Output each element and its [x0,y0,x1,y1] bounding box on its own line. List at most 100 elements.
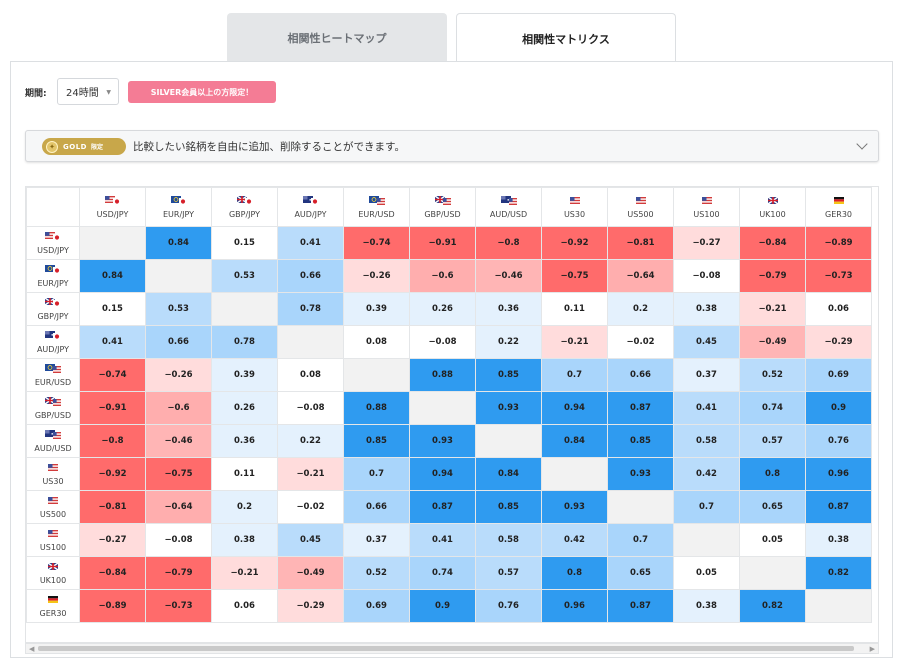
correlation-cell: 0.39 [211,358,278,392]
correlation-cell: 0.38 [805,523,872,557]
correlation-cell: 0.41 [409,523,476,557]
correlation-cell: −0.79 [739,259,806,293]
correlation-cell: −0.8 [79,424,146,458]
diagonal-cell [673,523,740,557]
correlation-cell: 0.94 [409,457,476,491]
gold-bar-text: 比較したい銘柄を自由に追加、削除することができます。 [133,141,405,153]
correlation-cell: 0.65 [607,556,674,590]
flag-icon [302,195,319,205]
matrix-row: UK100 −0.84 −0.79 −0.21 −0.49 0.52 0.74 0.57 0.8… [26,556,872,590]
correlation-cell: 0.87 [409,490,476,524]
correlation-cell: 0.38 [673,292,740,326]
correlation-cell: 0.52 [739,358,806,392]
gold-coin-icon: ✦ [46,140,58,153]
correlation-cell: −0.21 [541,325,608,359]
symbol-label: GBP/USD [424,209,461,219]
correlation-cell: −0.02 [607,325,674,359]
flag-icon [45,396,61,406]
flag-icon [48,496,58,504]
correlation-cell: 0.7 [673,490,740,524]
correlation-cell: 0.41 [673,391,740,425]
chevron-down-icon[interactable] [856,138,868,150]
diagonal-cell [145,259,212,293]
correlation-cell: 0.7 [343,457,410,491]
correlation-cell: 0.66 [277,259,344,293]
symbol-label: EUR/USD [34,377,72,387]
flag-icon [48,595,58,603]
symbol-label: US30 [563,209,586,219]
correlation-cell: −0.46 [145,424,212,458]
symbol-label: AUD/JPY [294,209,327,219]
silver-member-badge: SILVER会員以上の方限定！ [128,81,276,103]
symbol-label: AUD/JPY [36,344,70,354]
symbol-label: GER30 [825,209,852,219]
tab-correlation-matrix[interactable]: 相関性マトリクス [456,13,676,63]
row-header: GER30 [26,589,80,623]
correlation-cell: 0.87 [607,391,674,425]
symbol-label: US500 [627,209,654,219]
correlation-cell: 0.82 [805,556,872,590]
correlation-cell: 0.22 [475,325,542,359]
flag-icon [701,196,712,204]
correlation-cell: 0.52 [343,556,410,590]
matrix-row: EUR/JPY 0.84 0.53 0.66 −0.26 −0.6 −0.46 −0.75 −0… [26,259,872,293]
flag-icon [170,195,187,205]
flag-icon [236,195,253,205]
tab-correlation-heatmap[interactable]: 相関性ヒートマップ [227,13,447,62]
correlation-cell: −0.74 [79,358,146,392]
correlation-cell: 0.93 [475,391,542,425]
correlation-cell: 0.65 [739,490,806,524]
symbol-label: EUR/USD [358,209,395,219]
correlation-cell: 0.22 [277,424,344,458]
correlation-cell: 0.74 [409,556,476,590]
correlation-cell: −0.73 [145,589,212,623]
correlation-cell: 0.08 [343,325,410,359]
correlation-cell: −0.8 [475,226,542,260]
correlation-cell: −0.79 [145,556,212,590]
correlation-cell: −0.08 [145,523,212,557]
scrollbar-thumb[interactable] [38,646,854,651]
column-header: GBP/USD [409,187,476,227]
correlation-cell: 0.66 [145,325,212,359]
scroll-left-icon[interactable]: ◀ [29,645,35,653]
correlation-cell: 0.85 [475,490,542,524]
flag-icon [434,195,451,205]
correlation-cell: −0.21 [211,556,278,590]
scroll-right-icon[interactable]: ▶ [869,645,875,653]
correlation-cell: −0.75 [541,259,608,293]
row-header: UK100 [26,556,80,590]
flag-icon [48,529,58,537]
correlation-cell: 0.06 [805,292,872,326]
symbol-label: GBP/JPY [228,209,261,219]
matrix-panel: 期間: 24時間 ▼ SILVER会員以上の方限定！ ✦ GOLD 限定 比較し… [10,61,893,658]
gold-badge: ✦ GOLD 限定 [42,138,126,155]
correlation-cell: 0.41 [79,325,146,359]
matrix-row: GBP/JPY 0.15 0.53 0.78 0.39 0.26 0.36 0.11 0.2 0.… [26,292,872,326]
row-header: US30 [26,457,80,491]
gold-feature-bar[interactable]: ✦ GOLD 限定 比較したい銘柄を自由に追加、削除することができます。 [25,130,879,162]
correlation-cell: 0.84 [145,226,212,260]
column-header: GER30 [805,187,872,227]
correlation-cell: 0.88 [409,358,476,392]
correlation-cell: 0.41 [277,226,344,260]
correlation-cell: 0.58 [475,523,542,557]
flag-icon [500,195,517,205]
correlation-cell: 0.93 [541,490,608,524]
symbol-label: US100 [39,542,67,552]
row-header: GBP/JPY [26,292,80,326]
chevron-down-icon: ▼ [106,89,111,96]
period-select[interactable]: 24時間 ▼ [57,78,119,105]
symbol-label: AUD/USD [489,209,528,219]
row-header: AUD/USD [26,424,80,458]
correlation-cell: 0.57 [475,556,542,590]
correlation-cell: −0.49 [739,325,806,359]
correlation-cell: 0.58 [673,424,740,458]
column-header: USD/JPY [79,187,146,227]
correlation-cell: −0.64 [145,490,212,524]
correlation-cell: −0.81 [79,490,146,524]
gold-badge-suffix: 限定 [90,144,103,151]
flag-icon [45,429,61,439]
horizontal-scrollbar[interactable]: ◀ ▶ [25,643,879,654]
correlation-cell: −0.08 [277,391,344,425]
column-header: US500 [607,187,674,227]
